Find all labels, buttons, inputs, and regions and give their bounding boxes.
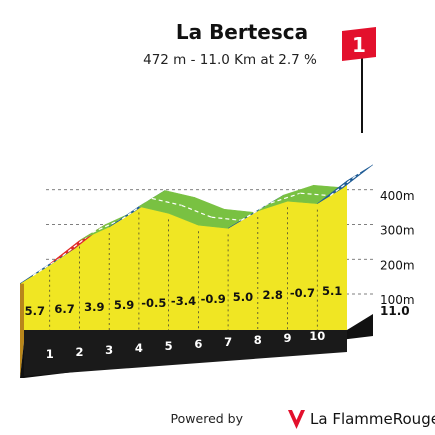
km-label: 10	[309, 329, 325, 343]
km-label: 5	[165, 339, 173, 353]
road-centre-line	[151, 197, 182, 206]
gradient-label: -0.5	[141, 296, 166, 310]
segment-top-surface	[317, 164, 374, 204]
powered-by-text: Powered by	[171, 411, 244, 426]
altitude-tick-label: 300m	[380, 224, 415, 238]
summit-flag-icon: 1	[342, 27, 376, 133]
km-label: 7	[224, 335, 232, 349]
road-centre-line	[181, 204, 212, 218]
start-face	[20, 283, 24, 378]
km-label: 4	[135, 341, 143, 355]
gradient-label: 2.8	[262, 288, 282, 302]
road-centre-line	[329, 172, 361, 197]
gradient-label: 3.9	[84, 300, 104, 314]
road-centre-line	[300, 192, 331, 197]
gradient-label: 5.1	[322, 284, 342, 298]
altitude-tick-label: 400m	[380, 189, 415, 203]
km-label: 2	[75, 345, 83, 359]
profile-base	[20, 314, 373, 378]
road-centre-line	[270, 192, 301, 204]
road-centre-line	[92, 218, 123, 234]
gradient-label: 5.7	[25, 304, 45, 318]
gradient-label: -0.7	[290, 286, 315, 300]
profile-wall-fill	[20, 180, 347, 330]
profile-top-surface	[19, 164, 374, 284]
gradient-label: 5.9	[114, 298, 134, 312]
chart-title: La Bertesca	[176, 20, 308, 44]
road-centre-line	[211, 216, 242, 221]
total-distance-label: 11.0	[380, 304, 410, 318]
altitude-tick-label: 100m	[380, 293, 415, 307]
summit-flag-label: 1	[352, 33, 366, 57]
km-label: 6	[194, 337, 202, 351]
km-label: 8	[254, 333, 262, 347]
km-label: 1	[46, 347, 54, 361]
profile-labels: 1 2 3 4 5 6 7 8 9 10 5.7 6.7 3.9 5.9 -0.5 -3.4 -0.9 5.0 2.…	[25, 189, 415, 361]
gradient-label: 5.0	[233, 290, 253, 304]
km-label: 9	[284, 331, 292, 345]
brand-name: La FlammeRouge	[310, 410, 435, 428]
profile-wall	[20, 180, 347, 378]
gradient-label: -3.4	[171, 294, 196, 308]
flamme-rouge-icon	[288, 410, 305, 429]
footer-logo: Powered by La FlammeRouge	[171, 410, 435, 429]
altitude-tick-label: 200m	[380, 258, 415, 272]
gradient-label: 6.7	[54, 302, 74, 316]
profile-base-front	[24, 330, 347, 376]
km-label: 3	[105, 343, 113, 357]
gradient-label: -0.9	[201, 292, 226, 306]
chart-subtitle: 472 m - 11.0 Km at 2.7 %	[143, 52, 317, 68]
